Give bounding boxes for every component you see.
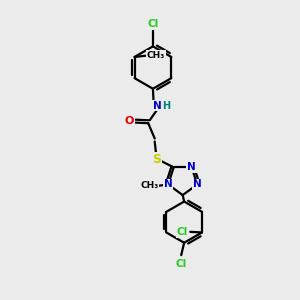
Text: N: N	[164, 179, 172, 190]
Text: Cl: Cl	[176, 259, 187, 269]
Text: N: N	[187, 162, 196, 172]
Text: CH₃: CH₃	[147, 51, 165, 60]
Text: H: H	[162, 100, 170, 110]
Text: Cl: Cl	[147, 19, 159, 29]
Text: N: N	[193, 179, 202, 190]
Text: Cl: Cl	[176, 227, 188, 237]
Text: N: N	[153, 100, 162, 110]
Text: CH₃: CH₃	[140, 182, 159, 190]
Text: S: S	[152, 153, 161, 166]
Text: O: O	[124, 116, 134, 126]
